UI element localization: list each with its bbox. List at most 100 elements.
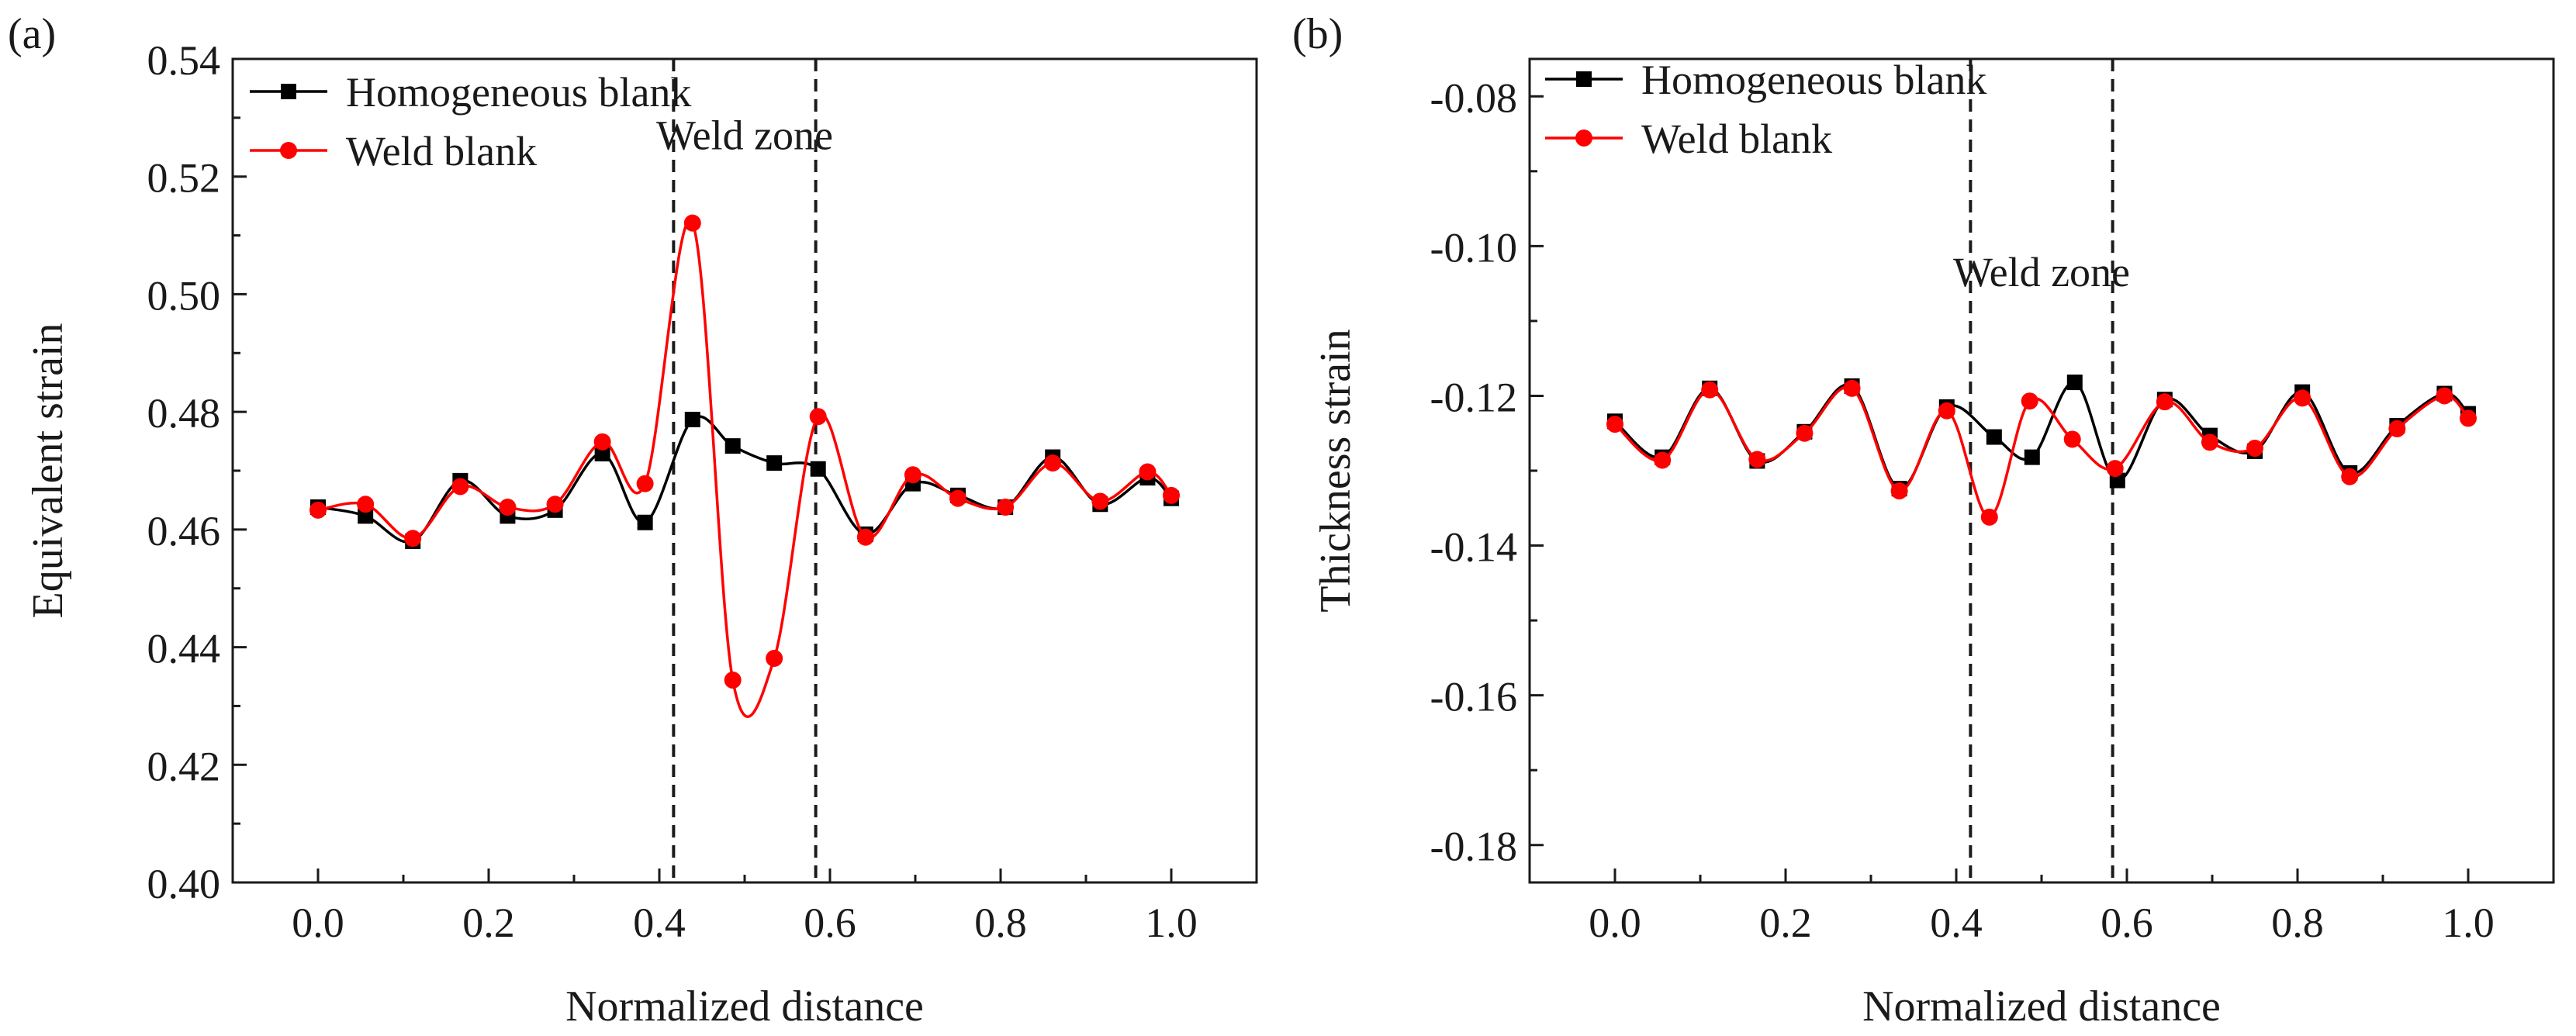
panel-label-b: (b) — [1292, 10, 1343, 58]
data-point — [2021, 392, 2038, 410]
data-point — [451, 478, 469, 496]
y-tick-label: 0.54 — [147, 37, 221, 84]
data-point — [810, 461, 826, 477]
data-point — [766, 455, 783, 471]
data-point — [1890, 482, 1908, 500]
data-point — [1986, 429, 2002, 445]
weld-zone-label: Weld zone — [656, 112, 833, 159]
series-line — [1613, 385, 2470, 519]
series-line — [317, 415, 1173, 544]
x-tick-label: 0.6 — [2101, 900, 2153, 946]
data-point — [2063, 430, 2081, 448]
data-point — [904, 466, 921, 484]
x-tick-label: 0.8 — [974, 900, 1027, 946]
series-line — [317, 219, 1173, 718]
y-axis-label: Thickness strain — [1312, 329, 1360, 612]
data-point — [2388, 420, 2406, 437]
data-point — [1091, 492, 1109, 510]
data-point — [2201, 433, 2218, 451]
legend-label: Weld blank — [1641, 116, 1832, 162]
data-point — [594, 446, 610, 462]
x-tick-label: 0.0 — [292, 900, 344, 946]
data-point — [2246, 440, 2263, 458]
x-axis-label: Normalized distance — [1862, 982, 2221, 1031]
data-point — [949, 489, 966, 507]
x-tick-label: 1.0 — [1145, 900, 1198, 946]
y-tick-label: 0.50 — [147, 272, 221, 319]
data-point — [1748, 451, 1766, 468]
data-point — [1796, 424, 1814, 442]
legend: Homogeneous blank Weld blank — [1545, 57, 1986, 162]
data-point — [997, 499, 1015, 516]
data-point — [1654, 451, 1672, 469]
data-point — [1701, 381, 1719, 399]
data-point — [809, 408, 827, 426]
data-point — [2460, 409, 2477, 427]
data-point — [1163, 486, 1180, 504]
plot-frame — [231, 57, 1258, 884]
data-point — [357, 496, 375, 513]
y-tick-label: 0.46 — [147, 508, 221, 554]
data-point — [593, 433, 611, 451]
x-tick-label: 0.2 — [462, 900, 515, 946]
legend-marker — [1575, 130, 1592, 147]
data-point — [499, 499, 517, 516]
data-point — [856, 528, 874, 546]
y-axis-label: Equivalent strain — [24, 323, 72, 618]
x-tick-label: 1.0 — [2442, 900, 2495, 946]
series-weld-blank — [1606, 379, 2477, 526]
x-tick-label: 0.8 — [2271, 900, 2324, 946]
data-point — [636, 475, 654, 492]
data-point — [1606, 416, 1623, 433]
y-tick-label: 0.40 — [147, 861, 221, 907]
y-tick-label: -0.10 — [1430, 224, 1517, 271]
y-tick-label: 0.42 — [147, 743, 221, 789]
data-point — [637, 514, 653, 530]
y-tick-label: 0.48 — [147, 390, 221, 437]
x-axis-label: Normalized distance — [565, 982, 924, 1031]
legend-label: Homogeneous blank — [346, 69, 691, 116]
data-point — [724, 672, 742, 689]
x-tick-label: 0.0 — [1589, 900, 1641, 946]
chart-equivalent-strain: 0.40 0.42 0.44 0.46 0.48 0.50 0.52 0.54 0.0 0.2 0.… — [24, 37, 1258, 1031]
y-tick-label: -0.16 — [1430, 674, 1517, 720]
series-homogeneous-blank — [310, 412, 1179, 550]
x-tick-label: 0.6 — [804, 900, 856, 946]
data-point — [546, 496, 564, 513]
data-point — [2156, 393, 2173, 411]
chart-thickness-strain: -0.18 -0.16 -0.14 -0.12 -0.10 -0.08 0.0 0.2 0.4 0… — [1312, 57, 2555, 1031]
panel-a: (a) 0.400.420.440.460.480.500.520.540.0 0… — [8, 10, 1258, 1031]
x-tick-label: 0.4 — [633, 900, 686, 946]
legend: Homogeneous blank Weld blank — [250, 69, 691, 174]
plot-frame — [1528, 57, 2555, 884]
data-point — [766, 649, 783, 667]
legend-marker — [280, 142, 297, 159]
y-tick-label: -0.18 — [1430, 824, 1517, 870]
data-point — [684, 412, 700, 428]
y-tick-label: -0.12 — [1430, 374, 1517, 420]
y-tick-label: 0.52 — [147, 155, 221, 202]
data-point — [2341, 468, 2359, 485]
data-point — [2294, 389, 2311, 407]
x-tick-label: 0.2 — [1759, 900, 1812, 946]
data-point — [1843, 379, 1861, 397]
legend-label: Weld blank — [346, 128, 537, 174]
weld-zone-label: Weld zone — [1953, 249, 2130, 295]
series-line — [1613, 381, 2470, 490]
y-tick-label: -0.08 — [1430, 74, 1517, 121]
data-point — [1044, 454, 1062, 472]
panel-b: (b) -0.18 -0.16 -0.14 -0.12 -0.10 -0.08 0.0 0.2… — [1292, 10, 2555, 1031]
data-point — [683, 214, 701, 232]
x-tick-label: 0.4 — [1930, 900, 1983, 946]
data-point — [2024, 449, 2040, 465]
y-tick-label: -0.14 — [1430, 524, 1517, 571]
legend-label: Homogeneous blank — [1641, 57, 1986, 103]
y-tick-label: 0.44 — [147, 626, 221, 672]
data-point — [2436, 387, 2453, 405]
data-point — [2066, 375, 2083, 391]
data-point — [2106, 460, 2124, 478]
data-point — [358, 508, 374, 524]
legend-marker — [1576, 71, 1592, 87]
legend-marker — [281, 84, 296, 99]
